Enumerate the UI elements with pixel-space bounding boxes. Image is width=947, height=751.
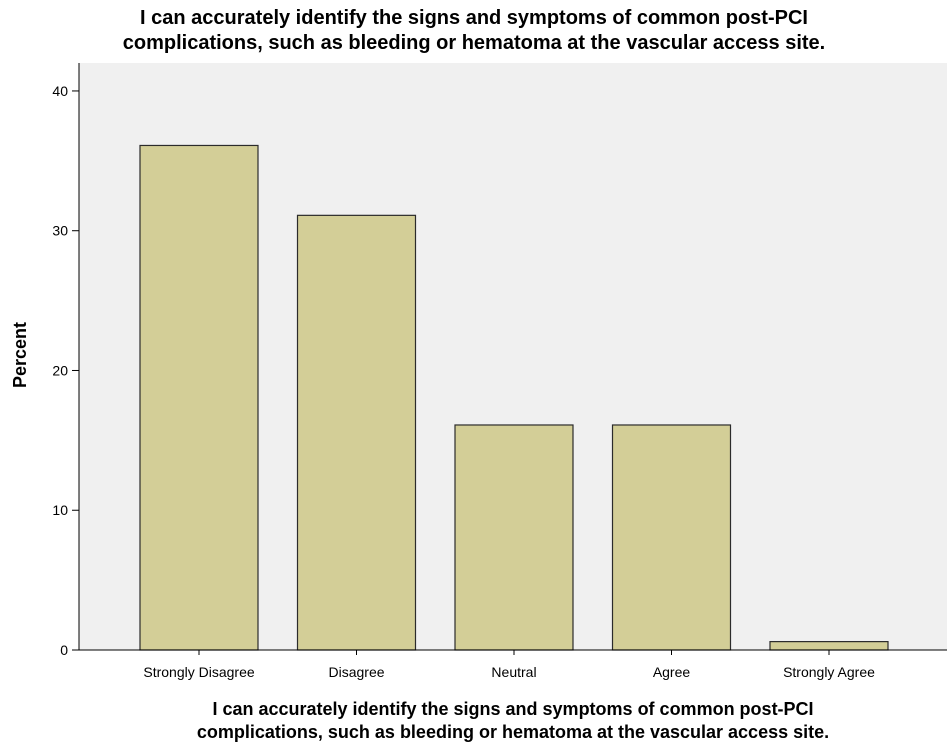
chart-title-line-2: complications, such as bleeding or hemat… bbox=[123, 32, 826, 54]
x-axis-label-line-2: complications, such as bleeding or hemat… bbox=[197, 722, 829, 742]
y-tick-label: 0 bbox=[60, 642, 68, 658]
y-tick-label: 40 bbox=[52, 83, 68, 99]
x-tick-label: Neutral bbox=[491, 664, 536, 680]
axes-group: Strongly Disagree Disagree Neutral Agree Str… bbox=[52, 63, 947, 680]
x-tick-label: Disagree bbox=[328, 664, 384, 680]
y-tick-label: 10 bbox=[52, 502, 68, 518]
x-tick-label: Strongly Disagree bbox=[143, 664, 254, 680]
bars-group bbox=[139, 144, 889, 651]
bar-strongly-agree bbox=[769, 641, 889, 651]
y-tick-label: 20 bbox=[52, 362, 68, 378]
bar-neutral bbox=[454, 424, 574, 651]
x-tick-label: Agree bbox=[653, 664, 691, 680]
x-tick-label: Strongly Agree bbox=[783, 664, 875, 680]
x-axis-label-line-1: I can accurately identify the signs and … bbox=[212, 699, 813, 719]
y-tick-label: 30 bbox=[52, 223, 68, 239]
y-axis-label: Percent bbox=[10, 322, 30, 388]
bar-disagree bbox=[296, 214, 417, 651]
bar-agree bbox=[611, 424, 732, 651]
chart-title-line-1: I can accurately identify the signs and … bbox=[140, 7, 808, 29]
bar-strongly-disagree bbox=[139, 144, 259, 651]
